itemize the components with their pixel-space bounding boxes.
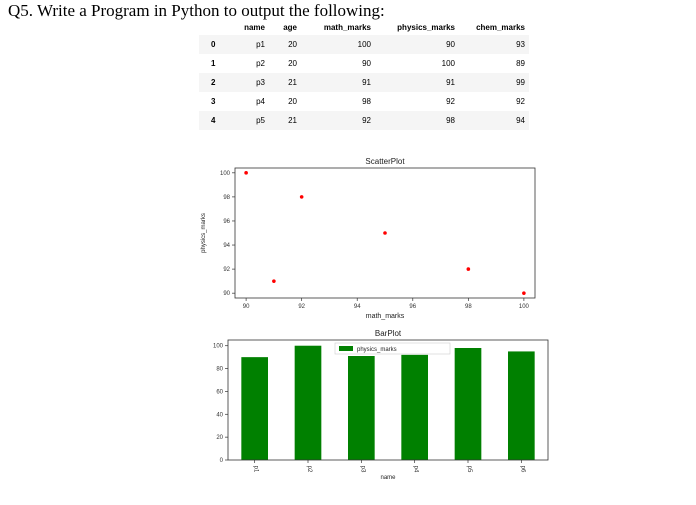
y-tick-label: 60 [216, 389, 223, 395]
scatter-point [522, 291, 526, 295]
y-tick-label: 80 [216, 367, 223, 373]
header-name: name [244, 23, 265, 32]
scatter-point [383, 231, 387, 235]
row-index: 0 [211, 40, 216, 49]
y-tick-label: 0 [220, 458, 224, 464]
x-tick-label: p6 [519, 466, 525, 473]
table-row: 1 p2 20 90 100 89 [199, 54, 529, 73]
cell-age: 20 [288, 40, 297, 49]
header-physics-marks: physics_marks [397, 23, 455, 32]
scatter-point [272, 279, 276, 283]
row-index: 4 [211, 116, 216, 125]
cell-age: 21 [288, 78, 297, 87]
y-tick-label: 100 [213, 344, 224, 350]
x-tick-label: 94 [354, 304, 361, 310]
plot-frame [227, 339, 549, 461]
cell-name: p3 [256, 78, 265, 87]
cell-chem-marks: 89 [516, 59, 525, 68]
y-tick-label: 90 [223, 291, 230, 297]
question-heading: Q5. Write a Program in Python to output … [8, 1, 385, 20]
scatter-plot: ScatterPlot 90 92 94 96 98 100 90 92 94 96 98 100 mat… [201, 157, 536, 320]
cell-name: p4 [256, 97, 265, 106]
cell-physics-marks: 98 [446, 116, 455, 125]
row-index: 2 [211, 78, 216, 87]
bar [401, 354, 428, 460]
cell-chem-marks: 92 [516, 97, 525, 106]
legend-box [334, 342, 451, 355]
chart-title: BarPlot [375, 329, 402, 338]
x-tick-label: p2 [306, 466, 312, 473]
x-axis-label: name [380, 475, 396, 481]
x-tick-label: 90 [243, 304, 250, 310]
x-tick-label: 92 [298, 304, 305, 310]
x-tick-label: p3 [359, 466, 365, 473]
x-tick-label: 98 [465, 304, 472, 310]
cell-name: p2 [256, 59, 265, 68]
cell-name: p5 [256, 116, 265, 125]
scatter-point [466, 267, 471, 271]
cell-chem-marks: 93 [516, 40, 525, 49]
y-tick-label: 98 [223, 195, 230, 201]
row-index: 1 [211, 59, 216, 68]
header-math-marks: math_marks [323, 23, 371, 32]
y-tick-label: 96 [223, 219, 230, 225]
dataframe-table: name age math_marks physics_marks chem_m… [199, 20, 529, 130]
cell-physics-marks: 91 [446, 78, 455, 87]
row-index: 3 [211, 97, 216, 106]
cell-math-marks: 90 [362, 59, 371, 68]
bar [294, 345, 322, 460]
cell-age: 20 [288, 97, 297, 106]
table-row: 2 p3 21 91 91 99 [199, 73, 529, 92]
scatter-point [299, 195, 304, 199]
scatter-point [244, 171, 248, 175]
plot-frame [234, 167, 536, 299]
table-row: 0 p1 20 100 90 93 [199, 35, 529, 54]
y-tick-label: 100 [220, 171, 231, 177]
header-index [199, 20, 237, 35]
y-tick-label: 20 [216, 435, 223, 441]
y-axis-label: physics_marks [201, 213, 207, 253]
cell-physics-marks: 90 [446, 40, 455, 49]
x-tick-label: p5 [466, 466, 472, 473]
x-tick-label: p1 [253, 466, 259, 473]
cell-chem-marks: 94 [516, 116, 525, 125]
y-tick-label: 94 [223, 243, 230, 249]
cell-physics-marks: 100 [441, 59, 455, 68]
table-row: 4 p5 21 92 98 94 [199, 111, 529, 130]
bar [454, 348, 482, 460]
bar [348, 356, 375, 460]
table-header-row: name age math_marks physics_marks chem_m… [199, 20, 529, 35]
cell-math-marks: 92 [362, 116, 371, 125]
bar [241, 357, 268, 460]
header-age: age [283, 23, 297, 32]
cell-math-marks: 98 [362, 97, 371, 106]
cell-math-marks: 91 [362, 78, 371, 87]
x-tick-label: 100 [519, 304, 530, 310]
header-chem-marks: chem_marks [476, 23, 525, 32]
cell-physics-marks: 92 [446, 97, 455, 106]
x-tick-label: p4 [413, 466, 419, 473]
y-tick-label: 92 [223, 267, 230, 273]
legend-label: physics_marks [357, 347, 397, 353]
cell-name: p1 [256, 40, 265, 49]
cell-age: 21 [288, 116, 297, 125]
y-tick-label: 40 [216, 412, 223, 418]
cell-age: 20 [288, 59, 297, 68]
legend-swatch [339, 346, 353, 351]
cell-chem-marks: 99 [516, 78, 525, 87]
bar-plot: BarPlot p1 p2 p3 p4 p5 p6 0 20 40 60 80 100 name physi… [213, 329, 549, 481]
x-axis-label: math_marks [366, 313, 405, 320]
table-row: 3 p4 20 98 92 92 [199, 92, 529, 111]
bar [508, 351, 535, 460]
chart-title: ScatterPlot [365, 157, 405, 166]
cell-math-marks: 100 [357, 40, 371, 49]
x-tick-label: 96 [409, 304, 416, 310]
